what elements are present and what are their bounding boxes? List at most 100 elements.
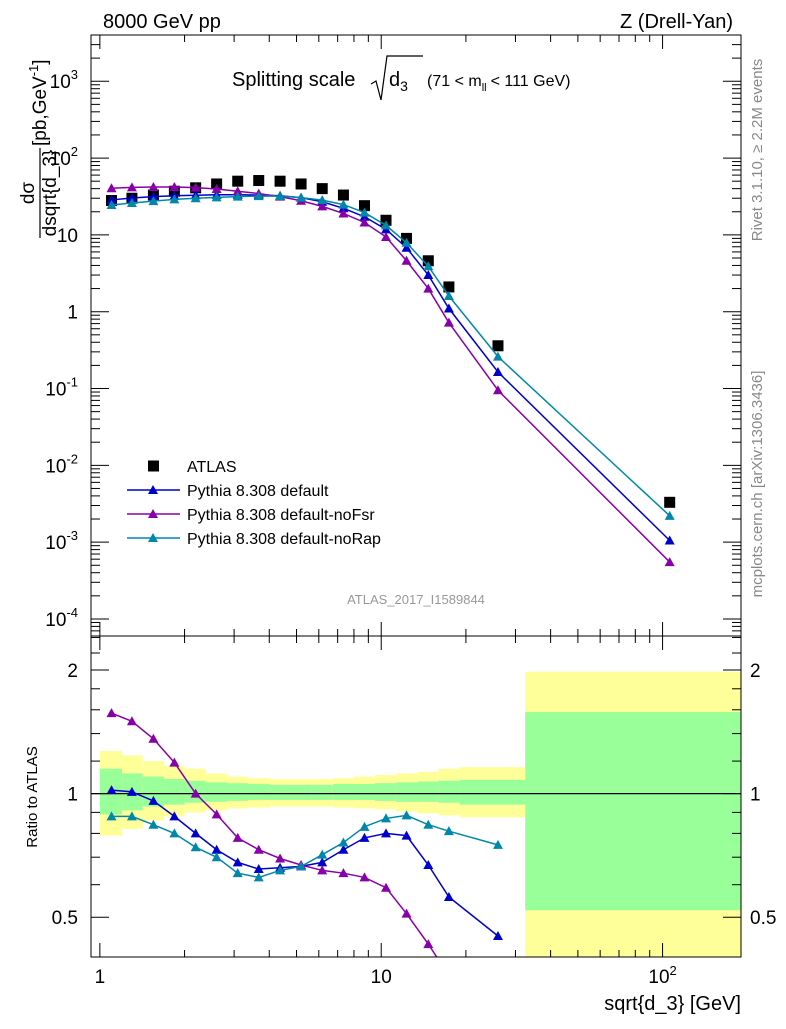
data-marker-atlas xyxy=(422,255,434,267)
ylabel-units: [pb,GeV-1] xyxy=(26,59,51,146)
ratio-y-tick-label-left: 2 xyxy=(67,661,78,682)
y-tick-label: 10-3 xyxy=(45,528,78,554)
band-inner-bin xyxy=(269,784,291,800)
main-marker-noFsr xyxy=(232,186,243,196)
legend-marker-atlas xyxy=(148,460,159,472)
band-inner-bin xyxy=(247,784,270,800)
main-marker-noFsr xyxy=(443,317,454,327)
band-inner-bin xyxy=(396,782,418,802)
ratio-marker-default xyxy=(338,844,349,854)
data-marker-atlas xyxy=(380,214,392,226)
band-inner-bin xyxy=(375,783,397,801)
ratio-marker-noRap xyxy=(317,849,328,859)
ratio-marker-noFsr xyxy=(317,865,328,875)
ratio-marker-noRap xyxy=(232,868,243,878)
ratio-marker-noFsr xyxy=(423,939,434,949)
x-tick-label: 1 xyxy=(95,967,106,988)
band-inner-bin xyxy=(525,712,741,911)
y-tick-label: 1 xyxy=(67,303,78,324)
y-tick-label: 10-4 xyxy=(45,605,78,631)
band-inner-bin xyxy=(353,784,376,800)
ratio-marker-default xyxy=(148,795,159,805)
legend-marker-noFsr xyxy=(148,509,158,518)
main-marker-noFsr xyxy=(317,201,328,211)
rivet-version-label: Rivet 3.1.10, ≥ 2.2M events xyxy=(749,59,766,242)
data-marker-atlas xyxy=(664,496,676,508)
main-marker-noFsr xyxy=(169,182,180,192)
main-marker-noFsr xyxy=(359,217,370,227)
ratio-marker-noFsr xyxy=(338,868,349,878)
y-tick-label: 102 xyxy=(50,144,78,170)
ratio-marker-noFsr xyxy=(148,733,159,743)
sqrt-symbol xyxy=(370,55,423,101)
legend-label-noRap: Pythia 8.308 default-noRap xyxy=(187,531,381,548)
uncertainty-bands xyxy=(91,671,741,957)
main-marker-default xyxy=(443,303,454,313)
ratio-marker-noFsr xyxy=(275,853,286,863)
main-series xyxy=(106,175,676,567)
main-marker-noFsr xyxy=(106,183,117,193)
ratio-marker-noFsr xyxy=(253,844,264,854)
y-tick-label: 10 xyxy=(57,226,78,247)
main-marker-noRap xyxy=(492,351,503,361)
ratio-marker-noFsr xyxy=(106,708,117,718)
main-marker-noRap xyxy=(190,193,201,203)
legend-label-data: ATLAS xyxy=(187,459,237,476)
ratio-marker-noRap xyxy=(126,811,137,821)
main-marker-noRap xyxy=(126,198,137,208)
ratio-marker-default xyxy=(253,864,264,874)
ratio-marker-noFsr xyxy=(401,908,412,918)
main-marker-default xyxy=(664,535,675,545)
analysis-tag: ATLAS_2017_I1589844 xyxy=(347,592,485,607)
ratio-y-tick-label-right: 0.5 xyxy=(750,908,776,929)
ratio-marker-noRap xyxy=(190,842,201,852)
header-right: Z (Drell-Yan) xyxy=(620,11,733,33)
data-marker-atlas xyxy=(337,189,349,201)
band-inner-bin xyxy=(226,783,248,801)
main-marker-noRap xyxy=(443,291,454,301)
data-marker-atlas xyxy=(358,200,370,212)
title-sqrt-arg: d3 xyxy=(389,69,408,94)
ratio-marker-default xyxy=(126,786,137,796)
data-marker-atlas xyxy=(274,175,286,187)
data-marker-atlas xyxy=(316,183,328,195)
ratio-marker-noFsr xyxy=(359,872,370,882)
ratio-marker-noFsr xyxy=(169,757,180,767)
ratio-marker-noRap xyxy=(443,826,454,836)
main-marker-noRap xyxy=(253,191,264,201)
main-marker-noFsr xyxy=(423,283,434,293)
ratio-marker-default xyxy=(106,785,117,795)
ratio-ylabel: Ratio to ATLAS xyxy=(24,746,41,847)
main-marker-noFsr xyxy=(338,208,349,218)
main-marker-noRap xyxy=(169,194,180,204)
ratio-marker-default xyxy=(211,844,222,854)
y-tick-label: 103 xyxy=(50,67,78,93)
data-marker-atlas xyxy=(492,340,504,352)
ratio-marker-default xyxy=(381,828,392,838)
ratio-marker-default xyxy=(359,832,370,842)
main-marker-noRap xyxy=(148,196,159,206)
data-marker-atlas xyxy=(443,281,455,293)
main-marker-noFsr xyxy=(381,231,392,241)
ylabel-denominator: dsqrt{d_3} xyxy=(40,150,61,237)
main-marker-noRap xyxy=(211,192,222,202)
ratio-marker-noRap xyxy=(401,810,412,820)
title-cut: (71 < mll < 111 GeV) xyxy=(427,73,570,94)
ratio-marker-noFsr xyxy=(232,832,243,842)
ratio-marker-default xyxy=(232,857,243,867)
main-marker-default xyxy=(148,191,159,201)
ratio-marker-noRap xyxy=(381,813,392,823)
y-tick-label: 10-2 xyxy=(45,451,78,477)
legend-label-noFsr: Pythia 8.308 default-noFsr xyxy=(187,507,375,524)
main-marker-noFsr xyxy=(190,182,201,192)
legend: ATLAS Pythia 8.308 default Pythia 8.308 de… xyxy=(127,459,381,548)
ratio-series xyxy=(106,708,503,958)
ylabel-numerator: dσ xyxy=(18,182,39,205)
main-marker-noFsr xyxy=(148,182,159,192)
main-marker-default xyxy=(126,193,137,203)
ratio-y-tick-label-right: 2 xyxy=(750,661,761,682)
main-ylabel: dσ dsqrt{d_3} [pb,GeV-1] xyxy=(18,59,61,238)
main-marker-noFsr xyxy=(664,557,675,567)
ratio-marker-noRap xyxy=(106,811,117,821)
ratio-marker-default xyxy=(423,860,434,870)
